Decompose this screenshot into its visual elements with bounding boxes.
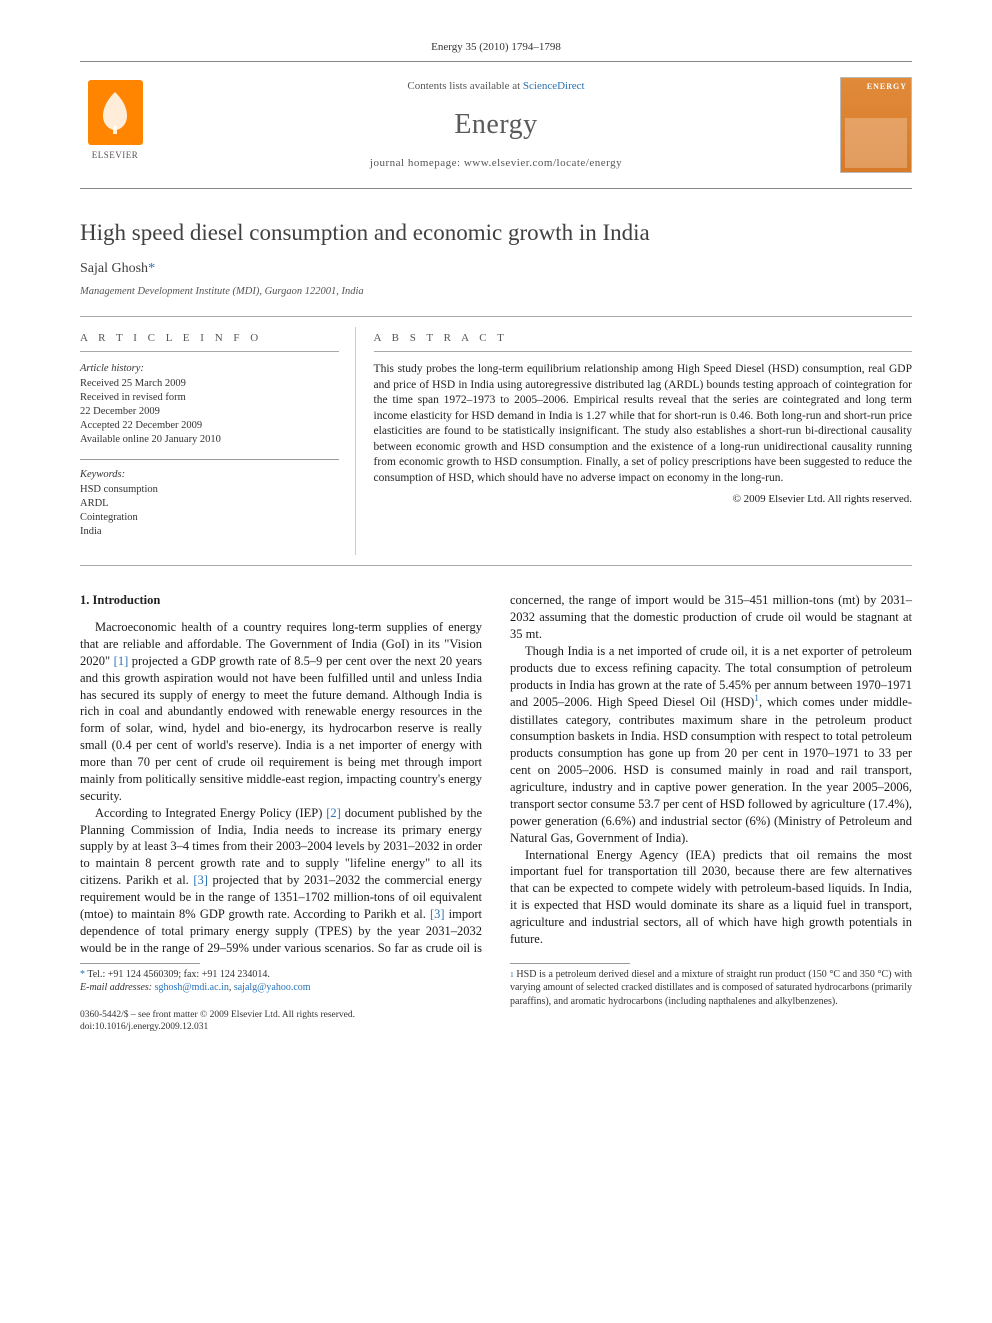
corresponding-author-note: * Tel.: +91 124 4560309; fax: +91 124 23…: [80, 968, 482, 982]
tel-fax: Tel.: +91 124 4560309; fax: +91 124 2340…: [85, 969, 270, 980]
contents-prefix: Contents lists available at: [407, 80, 522, 92]
keyword: HSD consumption: [80, 483, 339, 497]
footer-block: * Tel.: +91 124 4560309; fax: +91 124 23…: [80, 963, 912, 1035]
homepage-line: journal homepage: www.elsevier.com/locat…: [370, 156, 622, 171]
footnote-rule: [510, 963, 630, 964]
keyword: India: [80, 525, 339, 539]
info-abstract-block: A R T I C L E I N F O Article history: R…: [80, 316, 912, 567]
ref-link[interactable]: [1]: [114, 654, 129, 668]
footnote-rule: [80, 963, 200, 964]
body-columns: 1. Introduction Macroeconomic health of …: [80, 592, 912, 956]
publisher-label: ELSEVIER: [92, 149, 139, 161]
info-heading: A R T I C L E I N F O: [80, 331, 339, 353]
keywords-label: Keywords:: [80, 468, 339, 482]
elsevier-tree-icon: [88, 80, 143, 145]
email-label: E-mail addresses:: [80, 982, 155, 993]
masthead: ELSEVIER Contents lists available at Sci…: [80, 61, 912, 189]
contents-line: Contents lists available at ScienceDirec…: [370, 79, 622, 94]
history-line: Accepted 22 December 2009: [80, 419, 339, 433]
cover-image-placeholder: [845, 118, 907, 168]
history-label: Article history:: [80, 362, 339, 376]
text-run: projected a GDP growth rate of 8.5–9 per…: [80, 654, 482, 803]
affiliation: Management Development Institute (MDI), …: [80, 285, 912, 299]
keyword: ARDL: [80, 497, 339, 511]
history-line: Received in revised form: [80, 391, 339, 405]
history-block: Article history: Received 25 March 2009 …: [80, 362, 339, 447]
paragraph: Though India is a net imported of crude …: [510, 643, 912, 847]
homepage-prefix: journal homepage:: [370, 157, 464, 169]
ref-link[interactable]: [2]: [326, 806, 341, 820]
history-line: Received 25 March 2009: [80, 377, 339, 391]
abstract-copyright: © 2009 Elsevier Ltd. All rights reserved…: [374, 492, 912, 507]
issn-block: 0360-5442/$ – see front matter © 2009 El…: [80, 1009, 482, 1035]
author-line: Sajal Ghosh*: [80, 260, 912, 279]
email-link[interactable]: sghosh@mdi.ac.in: [155, 982, 229, 993]
keyword: Cointegration: [80, 511, 339, 525]
issn-line: 0360-5442/$ – see front matter © 2009 El…: [80, 1009, 482, 1022]
homepage-url: www.elsevier.com/locate/energy: [464, 157, 622, 169]
email-link[interactable]: sajalg@yahoo.com: [234, 982, 311, 993]
text-run: , which comes under middle-distillates c…: [510, 696, 912, 845]
email-line: E-mail addresses: sghosh@mdi.ac.in, saja…: [80, 981, 482, 995]
text-run: According to Integrated Energy Policy (I…: [95, 806, 326, 820]
footer-left: * Tel.: +91 124 4560309; fax: +91 124 23…: [80, 963, 482, 1035]
author-name: Sajal Ghosh: [80, 261, 148, 276]
article-info-col: A R T I C L E I N F O Article history: R…: [80, 317, 355, 566]
paragraph: Macroeconomic health of a country requir…: [80, 619, 482, 805]
abstract-heading: A B S T R A C T: [374, 331, 912, 353]
cover-label: ENERGY: [845, 82, 907, 93]
abstract-col: A B S T R A C T This study probes the lo…: [356, 317, 912, 566]
footer-right: 1 HSD is a petroleum derived diesel and …: [510, 963, 912, 1035]
sciencedirect-link[interactable]: ScienceDirect: [523, 80, 585, 92]
citation-line: Energy 35 (2010) 1794–1798: [80, 40, 912, 55]
keywords-block: Keywords: HSD consumption ARDL Cointegra…: [80, 468, 339, 539]
info-divider: [80, 459, 339, 460]
abstract-text: This study probes the long-term equilibr…: [374, 362, 912, 486]
history-line: 22 December 2009: [80, 405, 339, 419]
article-title: High speed diesel consumption and econom…: [80, 219, 912, 247]
ref-link[interactable]: [3]: [430, 907, 445, 921]
masthead-center: Contents lists available at ScienceDirec…: [370, 79, 622, 170]
journal-cover-thumb: ENERGY: [840, 77, 912, 173]
corresponding-marker: *: [148, 261, 155, 276]
ref-link[interactable]: [3]: [193, 873, 208, 887]
text-run: International Energy Agency (IEA) predic…: [510, 848, 912, 946]
doi-line: doi:10.1016/j.energy.2009.12.031: [80, 1021, 482, 1034]
history-line: Available online 20 January 2010: [80, 433, 339, 447]
footnote-1: 1 HSD is a petroleum derived diesel and …: [510, 968, 912, 1009]
paragraph: International Energy Agency (IEA) predic…: [510, 847, 912, 948]
section-heading: 1. Introduction: [80, 592, 482, 609]
journal-name: Energy: [370, 106, 622, 144]
publisher-logo-block: ELSEVIER: [80, 80, 150, 170]
footnote-text: HSD is a petroleum derived diesel and a …: [510, 969, 912, 1007]
